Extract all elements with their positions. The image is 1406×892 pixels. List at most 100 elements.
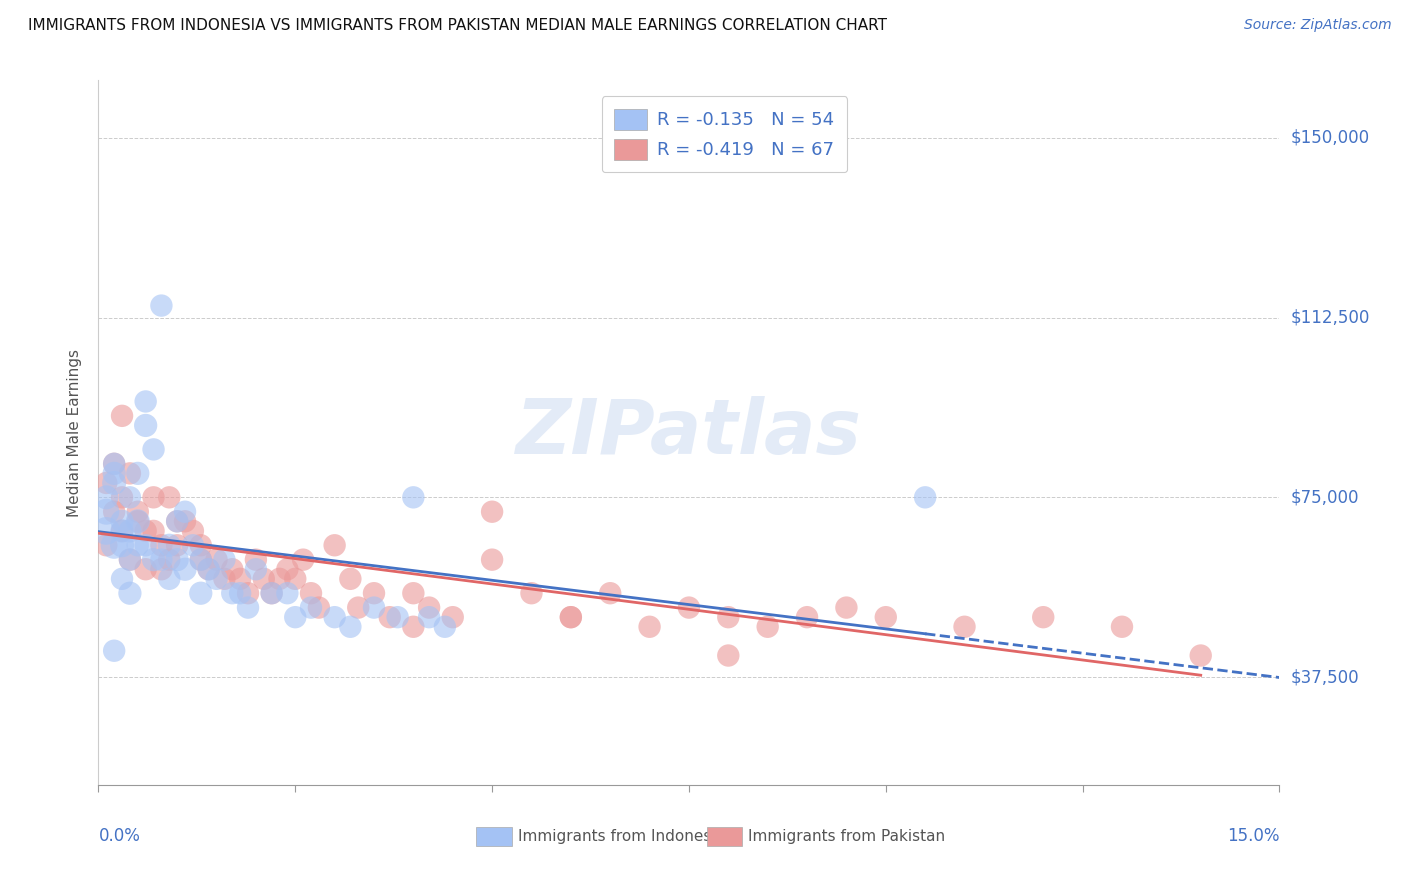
Point [260,586,283,600]
Point [433,620,456,634]
Y-axis label: Median Male Earnings: Median Male Earnings [67,349,83,516]
Point [1032,610,1054,624]
Text: $75,000: $75,000 [1291,488,1360,507]
Point [214,552,236,566]
Point [118,524,141,538]
Point [387,610,409,624]
Point [166,514,188,528]
Point [481,505,503,519]
Point [111,514,134,528]
Point [96,475,118,490]
Point [111,572,134,586]
Point [166,552,188,566]
Text: 0.0%: 0.0% [98,827,141,846]
Point [127,538,149,552]
Point [402,491,425,505]
Point [142,524,165,538]
Point [174,514,197,528]
FancyBboxPatch shape [707,827,742,847]
Point [150,299,173,313]
Point [835,600,858,615]
Point [181,538,204,552]
Point [205,552,228,566]
Point [678,600,700,615]
Point [157,572,180,586]
Point [150,552,173,566]
Point [875,610,897,624]
Point [150,538,173,552]
Point [418,600,440,615]
Point [103,644,125,658]
Point [402,586,425,600]
Legend: R = -0.135   N = 54, R = -0.419   N = 67: R = -0.135 N = 54, R = -0.419 N = 67 [602,96,848,172]
Point [245,562,267,576]
Point [127,514,149,528]
Text: Source: ZipAtlas.com: Source: ZipAtlas.com [1244,18,1392,32]
Point [103,505,125,519]
Point [402,620,425,634]
Point [441,610,464,624]
Point [229,586,252,600]
Point [142,442,165,457]
Point [339,620,361,634]
Point [214,572,236,586]
Point [260,586,283,600]
Text: Immigrants from Pakistan: Immigrants from Pakistan [748,829,945,844]
Point [717,610,740,624]
Point [638,620,661,634]
Point [378,610,401,624]
Text: 15.0%: 15.0% [1227,827,1279,846]
FancyBboxPatch shape [477,827,512,847]
Point [135,562,157,576]
Point [269,572,291,586]
Point [166,538,188,552]
Point [221,586,243,600]
Point [103,457,125,471]
Point [1111,620,1133,634]
Point [190,538,212,552]
Point [96,505,118,519]
Point [299,586,322,600]
Point [205,572,228,586]
Point [190,586,212,600]
Point [229,572,252,586]
Point [190,552,212,566]
Point [236,586,259,600]
Text: $37,500: $37,500 [1291,668,1360,686]
Point [118,491,141,505]
Point [347,600,370,615]
Point [418,610,440,624]
Point [150,562,173,576]
Point [914,491,936,505]
Point [292,552,315,566]
Point [135,394,157,409]
Point [142,491,165,505]
Point [96,538,118,552]
Point [339,572,361,586]
Point [560,610,582,624]
Point [96,524,118,538]
Text: Immigrants from Indonesia: Immigrants from Indonesia [517,829,724,844]
Point [190,552,212,566]
Point [756,620,779,634]
Point [197,562,219,576]
Point [96,491,118,505]
Point [103,475,125,490]
Point [118,552,141,566]
Point [118,586,141,600]
Point [111,409,134,423]
Text: $150,000: $150,000 [1291,128,1369,147]
Point [560,610,582,624]
Point [481,552,503,566]
Point [157,552,180,566]
Point [103,538,125,552]
Point [118,467,141,481]
Point [166,514,188,528]
Point [796,610,818,624]
Point [221,562,243,576]
Point [111,524,134,538]
Point [111,491,134,505]
Point [276,586,298,600]
Point [103,457,125,471]
Point [363,600,385,615]
